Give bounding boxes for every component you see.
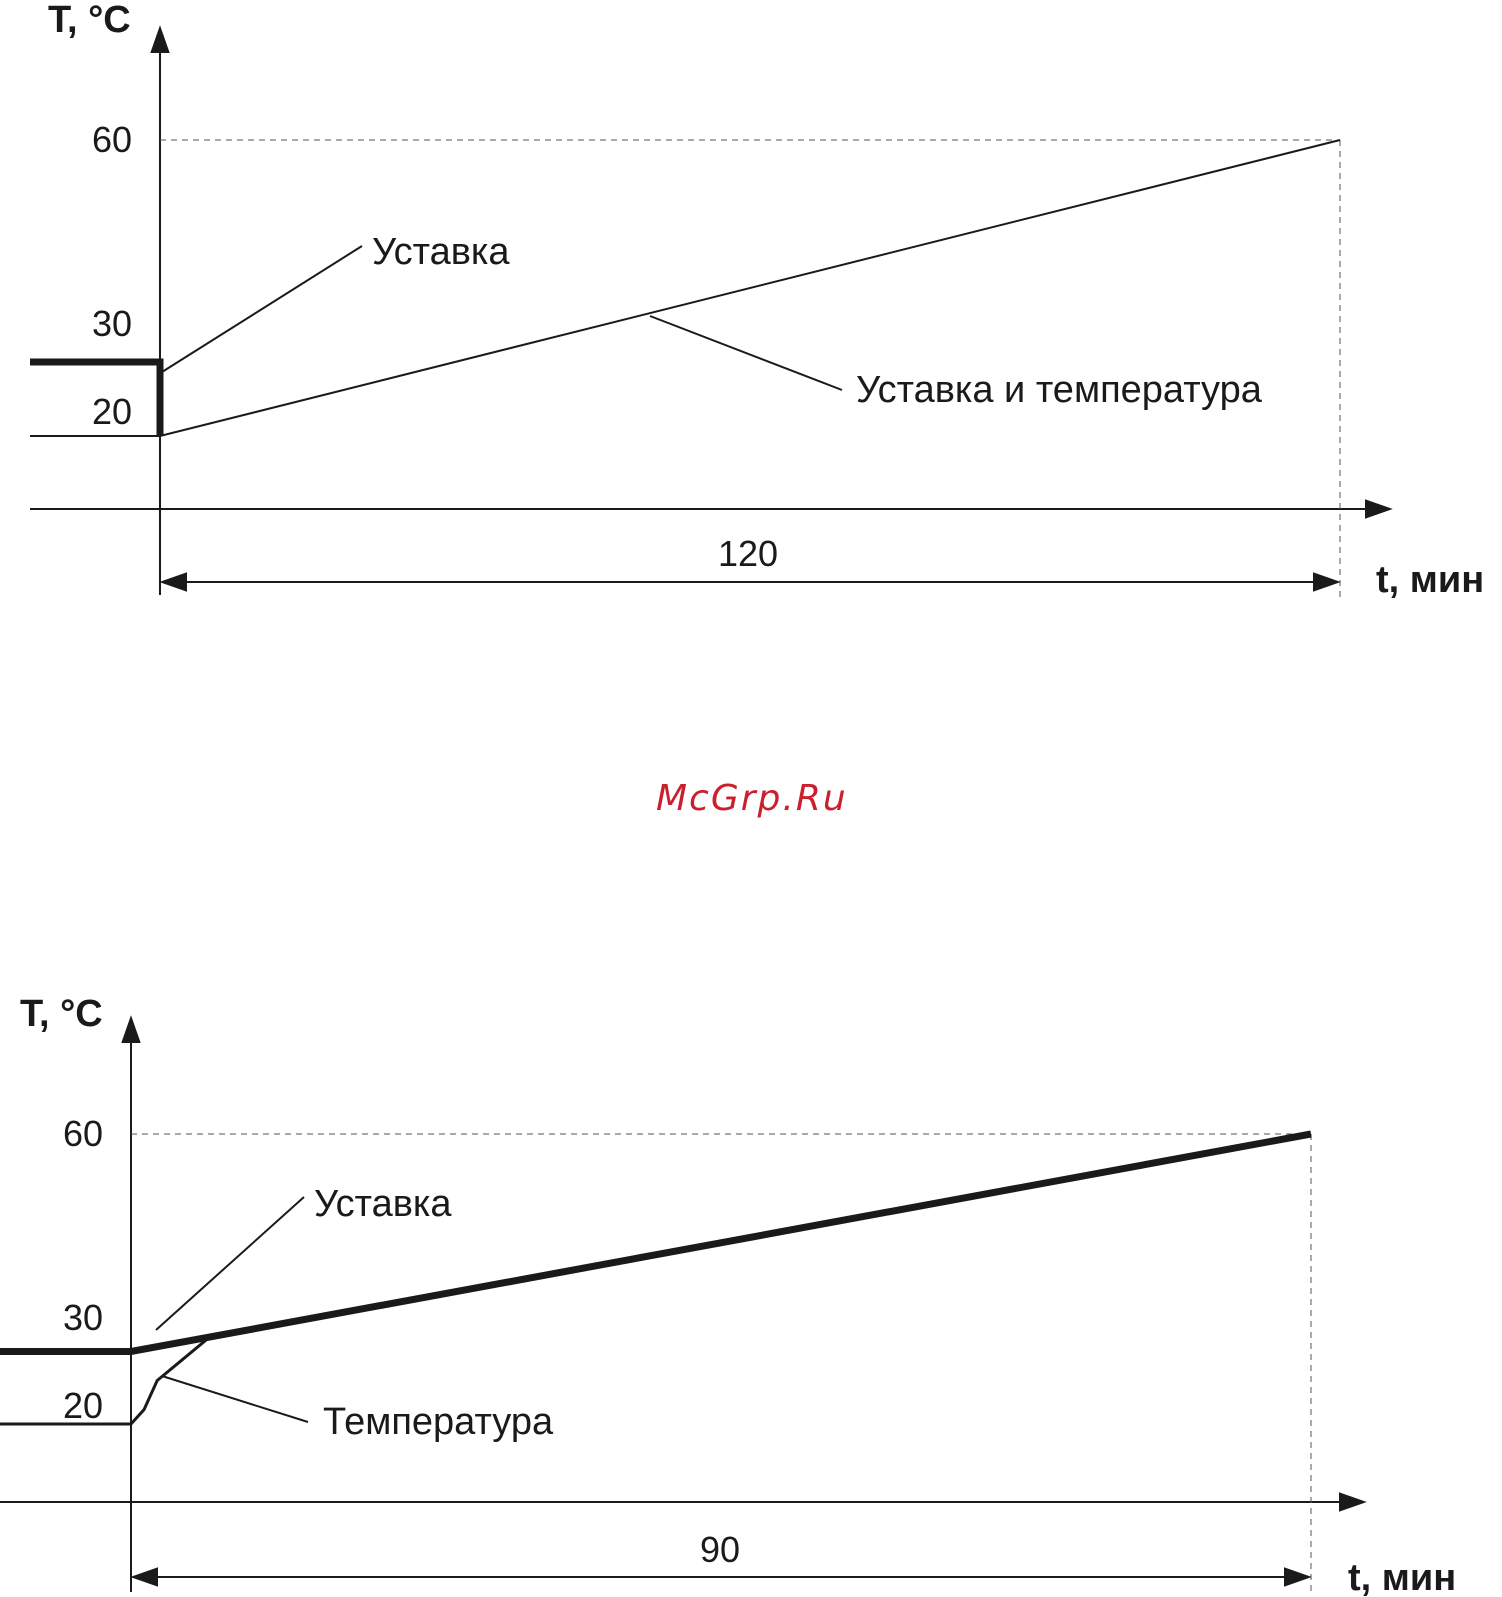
chart-top: T, °C t, мин 60 30 20 120 Уставка Уставк… <box>30 0 1484 601</box>
annotation-leader-setpoint-temp <box>649 315 843 391</box>
x-axis-label: t, мин <box>1348 1557 1456 1597</box>
y-axis-label: T, °C <box>48 0 131 41</box>
watermark: McGrp.Ru <box>656 778 848 819</box>
series-setpoint <box>0 1130 1312 1355</box>
series-setpoint <box>30 358 164 436</box>
y-tick-30: 30 <box>63 1297 103 1338</box>
y-tick-30: 30 <box>92 303 132 344</box>
annotation-leader-setpoint <box>155 1196 305 1331</box>
y-tick-60: 60 <box>92 119 132 160</box>
duration-label: 90 <box>700 1529 740 1570</box>
duration-label: 120 <box>718 533 778 574</box>
annotation-setpoint: Уставка <box>314 1183 452 1225</box>
annotation-leader-temperature <box>161 1375 309 1423</box>
y-tick-20: 20 <box>63 1385 103 1426</box>
series-temperature <box>0 1132 1312 1426</box>
y-axis-label: T, °C <box>20 993 103 1035</box>
annotation-setpoint-temp: Уставка и температура <box>856 369 1263 411</box>
y-tick-60: 60 <box>63 1113 103 1154</box>
annotation-temperature: Температура <box>323 1401 554 1443</box>
y-tick-20: 20 <box>92 391 132 432</box>
chart-bottom: T, °C t, мин 60 30 20 90 Уставка Темпера… <box>0 993 1456 1597</box>
annotation-setpoint: Уставка <box>372 231 510 273</box>
annotation-leader-setpoint <box>161 245 363 373</box>
x-axis-label: t, мин <box>1376 559 1484 601</box>
series-setpoint-and-temperature <box>30 139 1341 437</box>
